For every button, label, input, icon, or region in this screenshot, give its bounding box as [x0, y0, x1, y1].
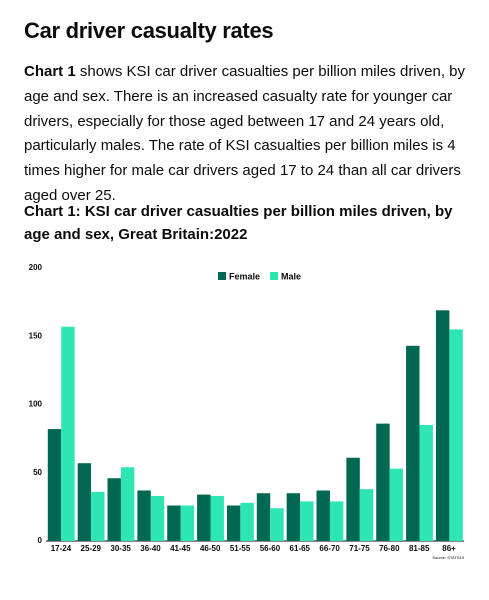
x-tick-label: 25-29	[81, 544, 102, 553]
intro-text: shows KSI car driver casualties per bill…	[24, 63, 466, 204]
x-tick-label: 61-65	[290, 544, 311, 553]
x-tick-label: 86+	[442, 544, 456, 553]
bar	[150, 495, 165, 541]
bar	[91, 491, 105, 541]
x-tick-label: 30-35	[110, 544, 131, 553]
chart-heading: Chart 1: KSI car driver casualties per b…	[24, 203, 453, 243]
legend-label: Female	[229, 271, 260, 281]
legend-swatch	[218, 272, 226, 280]
bar	[47, 429, 62, 541]
bar	[226, 505, 241, 541]
source-note: Source: STATS19	[432, 555, 464, 560]
x-tick-label: 41-45	[170, 544, 191, 553]
y-tick-label: 200	[29, 263, 43, 272]
x-tick-label: 36-40	[140, 544, 161, 553]
bar	[61, 326, 75, 541]
bar	[137, 490, 151, 541]
x-tick-label: 81-85	[409, 544, 430, 553]
bar	[406, 345, 420, 541]
bar	[300, 501, 314, 541]
bar	[286, 493, 301, 541]
bar	[359, 489, 374, 541]
legend-swatch	[270, 272, 279, 280]
y-tick-label: 150	[29, 331, 43, 340]
bar	[419, 424, 433, 541]
bar	[435, 310, 450, 541]
bar	[197, 494, 211, 541]
bar	[167, 505, 181, 541]
bar	[449, 329, 463, 541]
page-heading: Car driver casualty rates	[24, 18, 274, 43]
y-tick-label: 100	[29, 400, 43, 409]
x-tick-label: 46-50	[200, 544, 221, 553]
intro-bold: Chart 1	[24, 63, 76, 80]
bar	[120, 467, 135, 541]
x-tick-label: 66-70	[319, 544, 340, 553]
bar	[180, 505, 195, 541]
bar	[346, 457, 360, 541]
y-tick-label: 50	[33, 468, 42, 477]
bar	[77, 463, 92, 541]
x-tick-label: 76-80	[379, 544, 400, 553]
bar	[256, 493, 271, 541]
bar	[329, 501, 344, 541]
chart: 0 50 100 150 200 Female Male 17-24 25-29 30-35 36-…	[29, 263, 465, 560]
bar	[270, 508, 284, 541]
x-tick-label: 56-60	[260, 544, 281, 553]
x-tick-label: 17-24	[51, 544, 72, 553]
y-tick-label: 0	[38, 536, 43, 545]
bar	[316, 490, 330, 541]
x-tick-label: 71-75	[349, 544, 370, 553]
bar	[107, 478, 121, 541]
legend-label: Male	[281, 271, 301, 281]
bar	[240, 502, 254, 541]
x-tick-label: 51-55	[230, 544, 251, 553]
intro-paragraph: Chart 1 shows KSI car driver casualties …	[24, 60, 469, 209]
bar	[376, 423, 390, 541]
bar	[210, 495, 224, 541]
bar	[389, 468, 404, 541]
